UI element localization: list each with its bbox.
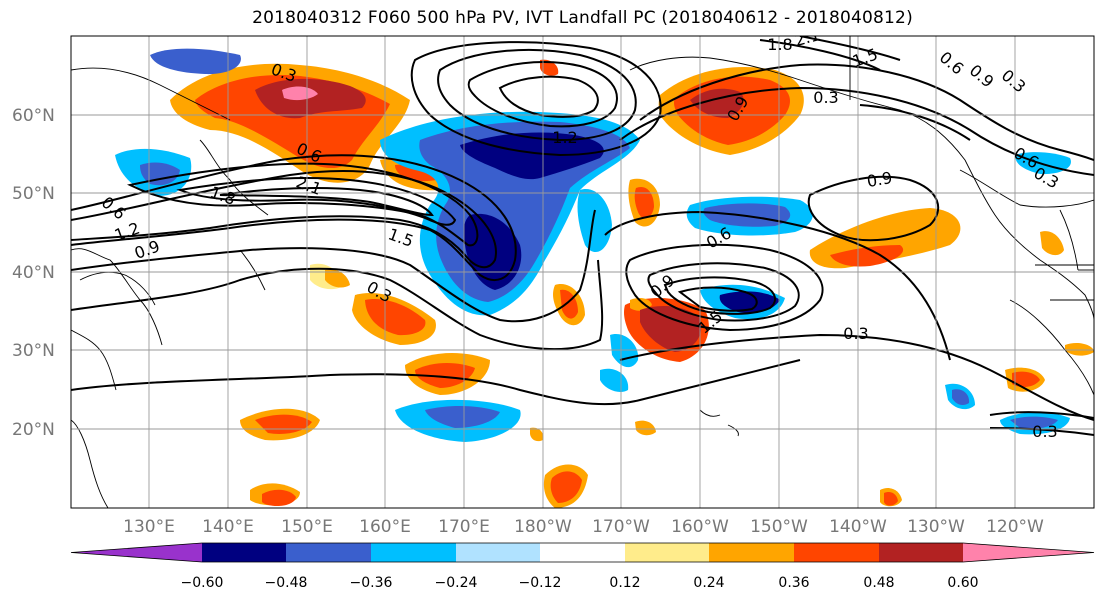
lon-label: 150°W [750,517,808,537]
colorbar-box [202,543,286,562]
lat-label: 40°N [12,263,55,283]
pv-region-nw-blue [150,48,241,75]
colorbar-extend-max [963,543,1094,562]
lon-label: 160°W [671,517,729,537]
colorbar-box [371,543,456,562]
pv-region-central-trough [380,111,640,316]
lat-label: 60°N [12,106,55,126]
contour-label: 0.3 [1032,422,1057,441]
contour-label: 1.2 [552,128,577,147]
colorbar-extend-min [71,543,202,562]
colorbar-tick-label: −0.36 [350,575,393,591]
lat-label: 50°N [12,184,55,204]
lon-label: 170°W [592,517,650,537]
lon-label: 180°W [514,517,572,537]
map-title: 2018040312 F060 500 hPa PV, IVT Landfall… [252,8,913,28]
lon-label: 170°E [438,517,490,537]
ivt-contours [71,36,1094,436]
colorbar-tick-label: 0.60 [947,575,978,591]
colorbar-box [625,543,709,562]
lon-label: 120°W [986,517,1044,537]
contour-label: 0.3 [843,324,868,343]
lon-label: 140°E [202,517,254,537]
colorbar-tick-label: 0.24 [693,575,724,591]
lon-label: 130°E [123,517,175,537]
colorbar-outline [70,542,1095,563]
colorbar-tick-label: −0.12 [519,575,562,591]
latitude-labels: 60°N 50°N 40°N 30°N 20°N [12,106,55,440]
colorbar-box [286,543,371,562]
contour-label: 1.8 [767,35,792,54]
colorbar-tick-label: 0.12 [609,575,640,591]
colorbar-box [709,543,794,562]
colorbar-tick-label: 0.48 [863,575,894,591]
lat-label: 30°N [12,341,55,361]
pv-filled-regions [115,48,1094,508]
colorbar-tick-label: −0.48 [265,575,308,591]
lon-label: 160°E [359,517,411,537]
colorbar-tick-labels: −0.60 −0.48 −0.36 −0.24 −0.12 0.12 0.24 … [181,575,979,591]
colorbar-box [456,543,540,562]
map-frame [70,35,1095,509]
lat-label: 20°N [12,420,55,440]
colorbar-tick-label: −0.60 [181,575,224,591]
colorbar-tick-label: −0.24 [435,575,478,591]
lon-label: 150°E [281,517,333,537]
colorbar [70,542,1095,563]
longitude-labels: 130°E 140°E 150°E 160°E 170°E 180°W 170°… [123,517,1044,537]
contour-label: 0.3 [813,88,838,107]
contour-label: 0.9 [865,168,893,191]
colorbar-box [879,543,963,562]
colorbar-box [794,543,879,562]
colorbar-tick-label: 0.36 [778,575,809,591]
lon-label: 140°W [829,517,887,537]
lon-label: 130°W [907,517,965,537]
colorbar-box [540,543,625,562]
graticule [71,36,1094,508]
